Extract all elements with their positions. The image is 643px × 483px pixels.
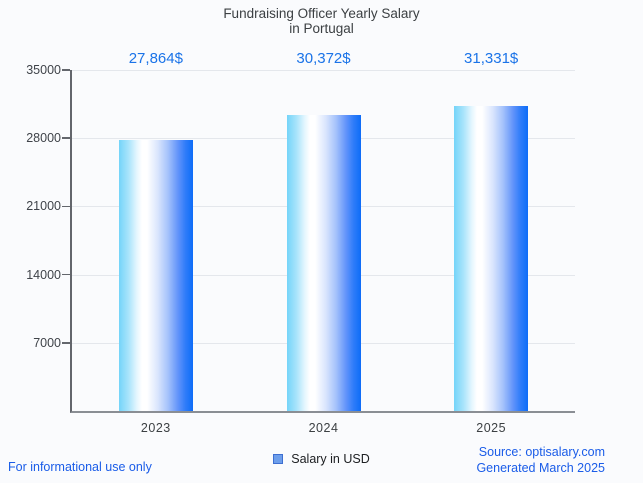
y-axis-label: 14000 bbox=[26, 267, 61, 282]
bar-value-label: 30,372$ bbox=[296, 50, 351, 67]
generated-text: Generated March 2025 bbox=[476, 461, 605, 475]
y-axis-tick bbox=[62, 342, 70, 344]
x-axis-label: 2023 bbox=[140, 421, 171, 435]
x-axis-label: 2024 bbox=[308, 421, 339, 435]
x-axis-label: 2025 bbox=[476, 421, 507, 435]
bar-2025 bbox=[454, 105, 529, 411]
y-axis-tick bbox=[62, 273, 70, 276]
legend-swatch-icon bbox=[273, 454, 284, 464]
source-text: Source: optisalary.com bbox=[478, 445, 605, 459]
bar-value-label: 31,331$ bbox=[464, 50, 519, 67]
y-axis-tick bbox=[62, 69, 70, 71]
legend: Salary in USD bbox=[0, 452, 643, 466]
chart-title: Fundraising Officer Yearly Salary in Por… bbox=[0, 6, 643, 36]
y-axis-tick bbox=[62, 137, 70, 139]
legend-label: Salary in USD bbox=[291, 452, 370, 466]
bar-value-label: 27,864$ bbox=[128, 50, 183, 67]
chart-title-line2: in Portugal bbox=[289, 21, 354, 36]
gridline bbox=[72, 70, 575, 71]
source-block: Source: optisalary.com Generated March 2… bbox=[476, 444, 605, 476]
plot-area: 7000 14000 21000 28000 35000 27,864$ 2023 30,37… bbox=[26, 50, 575, 435]
disclaimer-text: For informational use only bbox=[8, 460, 152, 474]
y-axis-tick bbox=[62, 205, 70, 208]
y-axis-label: 7000 bbox=[33, 335, 61, 350]
chart-title-line1: Fundraising Officer Yearly Salary bbox=[223, 6, 420, 21]
bar-2024 bbox=[286, 115, 361, 411]
y-axis-label: 35000 bbox=[26, 63, 61, 77]
bar-2023 bbox=[118, 139, 193, 411]
y-axis-label: 21000 bbox=[26, 199, 61, 214]
y-axis-label: 28000 bbox=[26, 131, 61, 146]
